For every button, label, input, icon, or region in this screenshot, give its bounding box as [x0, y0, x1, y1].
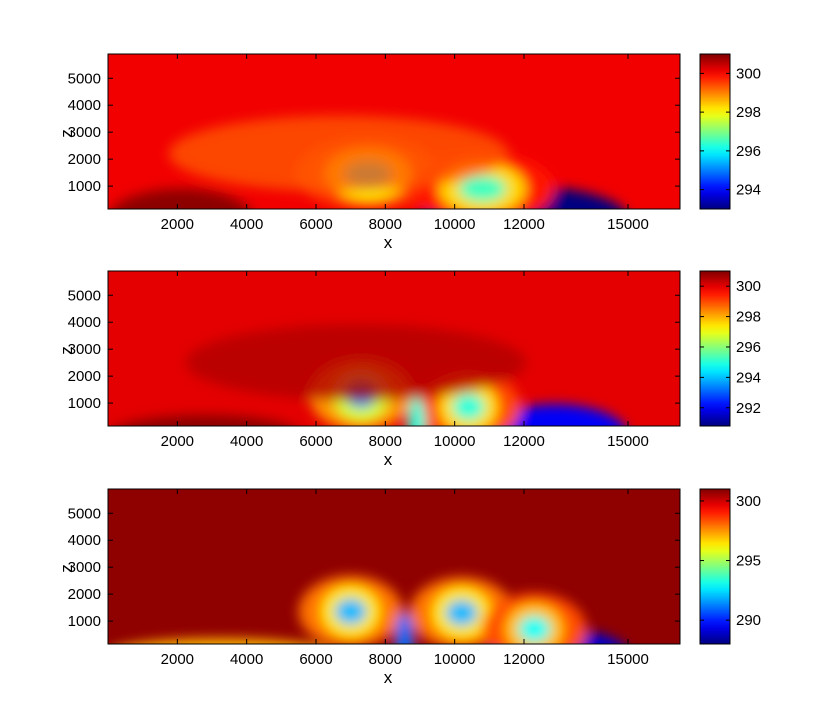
- x-tick-label: 12000: [503, 216, 545, 233]
- colorbar-tick-label: 294: [736, 369, 761, 386]
- x-tick-label: 4000: [230, 216, 263, 233]
- y-tick-label: 2000: [68, 586, 101, 603]
- heatmap-panel-1: 2000 4000 6000 8000 10000 12000 15000 x 1000 2000…: [57, 53, 761, 252]
- feature-warm-surface-layer-1: [135, 638, 307, 644]
- colorbar-tick-label: 298: [736, 104, 761, 121]
- y-tick-label: 5000: [68, 505, 101, 522]
- y-tick-label: 3000: [68, 124, 101, 141]
- x-tick-label: 6000: [299, 433, 332, 450]
- y-tick-label: 3000: [68, 559, 101, 576]
- y-tick-label: 4000: [68, 97, 101, 114]
- colorbar-tick-label: 290: [736, 612, 761, 629]
- colorbar-tick-label: 300: [736, 493, 761, 510]
- feature-vortex-4: [458, 175, 506, 202]
- feature-anomaly-5: [168, 115, 509, 192]
- colorbar-tick-label: 300: [736, 278, 761, 295]
- x-tick-label: 10000: [434, 216, 476, 233]
- y-tick-label: 4000: [68, 314, 101, 331]
- x-tick-label: 8000: [369, 651, 402, 668]
- x-axis-label: x: [384, 450, 393, 469]
- x-tick-label: 10000: [434, 651, 476, 668]
- feature-cold-pool-2: [486, 404, 625, 426]
- x-tick-label: 8000: [369, 216, 402, 233]
- y-tick-label: 4000: [68, 532, 101, 549]
- x-tick-label: 4000: [230, 433, 263, 450]
- heatmap-field: [108, 271, 680, 426]
- y-tick-label: 5000: [68, 70, 101, 87]
- y-tick-label: 2000: [68, 151, 101, 168]
- colorbar: [699, 270, 731, 427]
- heatmap-panel-2: 2000 4000 6000 8000 10000 12000 15000 x 1000 2000…: [57, 270, 761, 469]
- feature-warm-surface-layer-1: [120, 415, 291, 426]
- feature-vortex-5: [518, 616, 551, 643]
- colorbar-tick-label: 294: [736, 182, 761, 199]
- y-axis-label: z: [57, 564, 76, 573]
- x-tick-label: 10000: [434, 433, 476, 450]
- y-tick-label: 3000: [68, 341, 101, 358]
- feature-vortex-4: [452, 394, 485, 421]
- x-tick-label: 2000: [161, 216, 194, 233]
- feature-warm-surface-layer-1: [112, 188, 250, 209]
- colorbar-tick-label: 292: [736, 400, 761, 417]
- x-tick-label: 15000: [607, 651, 649, 668]
- heatmap-field: [108, 489, 680, 644]
- feature-anomaly-6: [186, 324, 526, 401]
- y-tick-label: 1000: [68, 613, 101, 630]
- axes-box: [107, 270, 681, 427]
- colorbar-tick-label: 295: [736, 553, 761, 570]
- x-tick-label: 2000: [161, 433, 194, 450]
- feature-plume-5: [407, 396, 426, 426]
- x-tick-label: 15000: [607, 433, 649, 450]
- feature-vortex-3: [334, 598, 367, 625]
- x-tick-label: 8000: [369, 433, 402, 450]
- colorbar-tick-label: 300: [736, 65, 761, 82]
- y-tick-label: 1000: [68, 178, 101, 195]
- y-axis-label: z: [57, 346, 76, 355]
- heatmap-field: [108, 54, 680, 209]
- heatmap-panel-3: 2000 4000 6000 8000 10000 12000 15000 x 1000 2000…: [57, 488, 761, 687]
- x-tick-label: 2000: [161, 651, 194, 668]
- colorbar-tick-label: 298: [736, 309, 761, 326]
- x-tick-label: 4000: [230, 651, 263, 668]
- x-axis-label: x: [384, 668, 393, 687]
- feature-plume-6: [395, 611, 414, 644]
- axes-box: [107, 488, 681, 645]
- x-tick-label: 12000: [503, 651, 545, 668]
- axes-box: [107, 53, 681, 210]
- x-tick-label: 15000: [607, 216, 649, 233]
- colorbar-tick-label: 296: [736, 143, 761, 160]
- colorbar: [699, 53, 731, 210]
- y-tick-label: 2000: [68, 368, 101, 385]
- y-tick-label: 5000: [68, 287, 101, 304]
- feature-vortex-4: [445, 600, 478, 626]
- x-tick-label: 6000: [299, 651, 332, 668]
- x-tick-label: 6000: [299, 216, 332, 233]
- colorbar-tick-label: 296: [736, 339, 761, 356]
- x-axis-label: x: [384, 233, 393, 252]
- colorbar: [699, 488, 731, 645]
- x-tick-label: 12000: [503, 433, 545, 450]
- y-axis-label: z: [57, 129, 76, 138]
- y-tick-label: 1000: [68, 395, 101, 412]
